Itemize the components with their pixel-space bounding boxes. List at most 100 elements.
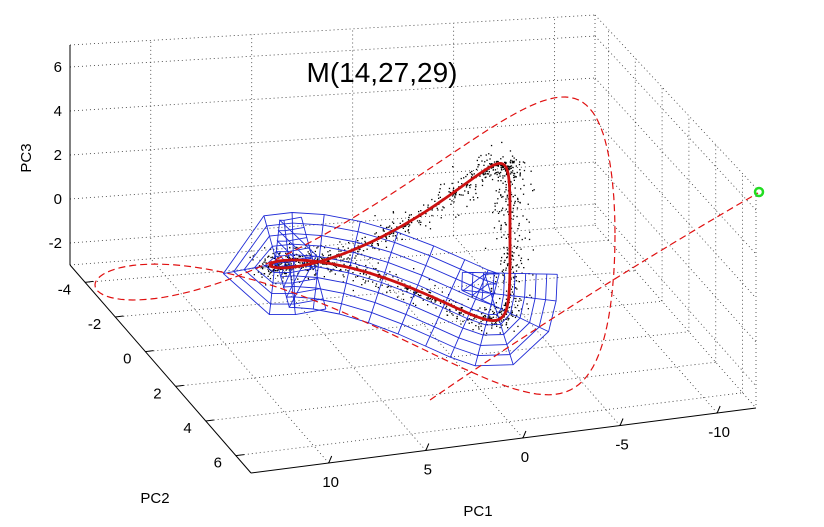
data-point xyxy=(372,281,374,283)
data-point xyxy=(515,165,517,167)
data-point xyxy=(387,285,390,288)
data-point xyxy=(449,198,451,200)
data-point xyxy=(267,256,269,258)
data-point xyxy=(449,309,451,311)
data-point xyxy=(460,323,462,325)
data-point xyxy=(365,269,367,271)
data-point xyxy=(507,264,509,267)
data-point xyxy=(277,256,279,258)
data-point xyxy=(305,266,307,268)
data-point xyxy=(474,317,476,319)
data-point xyxy=(501,270,503,272)
data-point xyxy=(498,211,501,213)
data-point xyxy=(328,254,330,256)
z-gridline xyxy=(69,161,596,200)
data-point xyxy=(263,273,265,275)
data-point xyxy=(356,266,358,268)
data-point xyxy=(501,141,503,144)
data-point xyxy=(514,200,516,203)
data-point xyxy=(499,173,501,175)
data-point xyxy=(428,278,430,281)
data-point xyxy=(532,274,534,276)
data-point xyxy=(328,261,330,263)
data-point xyxy=(469,171,471,174)
data-point xyxy=(407,219,410,221)
data-point xyxy=(523,184,525,187)
data-point xyxy=(519,169,521,171)
data-point xyxy=(497,176,499,178)
data-point xyxy=(465,186,468,188)
data-point xyxy=(512,170,514,172)
data-point xyxy=(269,272,272,274)
data-point xyxy=(374,247,376,250)
data-point xyxy=(278,263,280,265)
data-point xyxy=(347,247,349,249)
data-point xyxy=(391,232,393,235)
data-point xyxy=(490,317,492,320)
data-point xyxy=(429,228,432,230)
data-point xyxy=(389,225,391,227)
data-point xyxy=(480,313,483,315)
data-point xyxy=(471,296,473,298)
data-point xyxy=(314,264,316,266)
data-point xyxy=(381,284,383,286)
data-point xyxy=(493,312,495,314)
data-point xyxy=(478,328,480,330)
data-point xyxy=(396,226,398,228)
data-point xyxy=(392,235,394,237)
data-point xyxy=(512,276,515,278)
data-point xyxy=(342,281,344,283)
data-point xyxy=(510,288,513,290)
curves xyxy=(94,96,765,401)
data-point xyxy=(505,237,507,239)
principal-curve xyxy=(268,161,512,322)
data-point xyxy=(489,309,492,311)
z-gridline xyxy=(594,77,757,255)
data-point xyxy=(520,308,523,310)
data-point xyxy=(365,274,367,276)
data-point xyxy=(494,202,496,205)
data-point xyxy=(491,167,493,169)
data-point xyxy=(477,197,479,199)
data-point xyxy=(427,206,429,208)
data-point xyxy=(489,316,491,318)
data-point xyxy=(464,190,466,192)
data-point xyxy=(408,225,410,228)
data-point xyxy=(490,154,492,156)
data-point xyxy=(466,184,469,186)
data-point xyxy=(507,165,509,167)
data-point xyxy=(501,307,503,310)
data-point xyxy=(449,311,451,313)
data-point xyxy=(511,162,514,164)
data-point xyxy=(475,184,477,186)
data-point xyxy=(443,207,445,209)
data-point xyxy=(509,150,512,152)
data-point xyxy=(286,264,288,266)
data-point xyxy=(455,216,457,218)
data-point xyxy=(475,168,478,171)
data-point xyxy=(337,247,340,249)
data-point xyxy=(505,184,507,186)
data-point xyxy=(487,173,490,175)
data-point xyxy=(402,227,404,229)
data-point xyxy=(431,198,433,201)
data-point xyxy=(509,173,512,175)
data-point xyxy=(323,247,326,249)
data-point xyxy=(518,266,520,268)
data-point xyxy=(418,220,421,222)
data-point xyxy=(519,298,521,300)
data-point xyxy=(437,194,440,196)
data-point xyxy=(321,258,324,260)
data-point xyxy=(468,322,470,324)
data-point xyxy=(388,226,390,228)
data-point xyxy=(510,314,512,316)
data-point xyxy=(395,273,397,276)
data-point xyxy=(284,272,286,275)
data-point xyxy=(269,277,272,280)
data-point xyxy=(399,233,402,235)
data-point xyxy=(249,256,251,259)
data-point xyxy=(407,230,409,232)
data-point xyxy=(518,254,520,257)
mesh-line xyxy=(222,212,500,316)
data-point xyxy=(518,222,520,225)
